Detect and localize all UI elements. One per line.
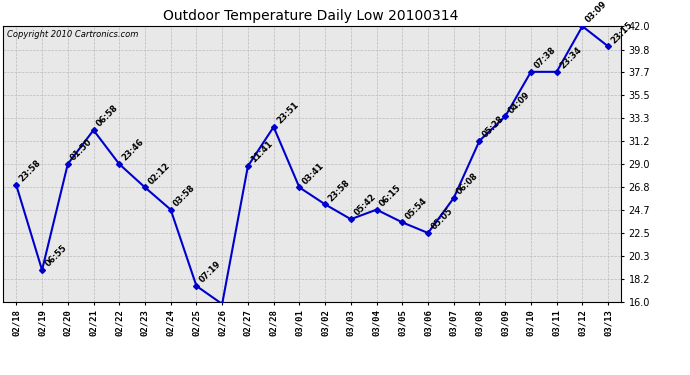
Text: 23:46: 23:46 (121, 137, 146, 163)
Text: 23:58: 23:58 (18, 159, 43, 184)
Text: 06:39: 06:39 (0, 374, 1, 375)
Text: 03:41: 03:41 (301, 161, 326, 186)
Text: 03:58: 03:58 (172, 183, 197, 208)
Text: 07:38: 07:38 (532, 45, 558, 70)
Text: 05:05: 05:05 (429, 206, 455, 232)
Text: 01:50: 01:50 (69, 138, 95, 163)
Text: 05:42: 05:42 (352, 192, 377, 218)
Text: 23:34: 23:34 (558, 45, 583, 70)
Text: Outdoor Temperature Daily Low 20100314: Outdoor Temperature Daily Low 20100314 (163, 9, 458, 23)
Text: 23:15: 23:15 (609, 20, 635, 45)
Text: 04:09: 04:09 (506, 90, 532, 115)
Text: 06:55: 06:55 (43, 243, 69, 268)
Text: 07:19: 07:19 (198, 260, 223, 285)
Text: 05:28: 05:28 (481, 114, 506, 140)
Text: 23:51: 23:51 (275, 100, 300, 126)
Text: 02:12: 02:12 (146, 161, 172, 186)
Text: 23:58: 23:58 (326, 178, 352, 203)
Text: 06:08: 06:08 (455, 171, 480, 196)
Text: 03:09: 03:09 (584, 0, 609, 25)
Text: 05:54: 05:54 (404, 196, 429, 221)
Text: 06:58: 06:58 (95, 104, 120, 129)
Text: 11:41: 11:41 (249, 140, 275, 165)
Text: Copyright 2010 Cartronics.com: Copyright 2010 Cartronics.com (6, 30, 138, 39)
Text: 06:15: 06:15 (378, 183, 403, 208)
